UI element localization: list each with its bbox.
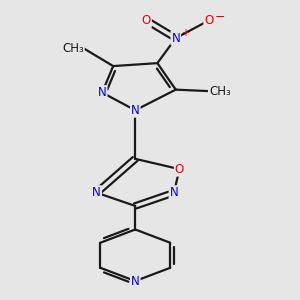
Text: N: N <box>131 104 140 117</box>
Text: N: N <box>92 186 101 199</box>
Text: CH₃: CH₃ <box>62 42 84 55</box>
Text: −: − <box>215 11 225 24</box>
Text: N: N <box>169 186 178 199</box>
Text: N: N <box>171 32 180 45</box>
Text: O: O <box>142 14 151 27</box>
Text: N: N <box>131 274 140 287</box>
Text: O: O <box>204 14 214 27</box>
Text: CH₃: CH₃ <box>209 85 231 98</box>
Text: N: N <box>98 86 106 99</box>
Text: O: O <box>175 163 184 176</box>
Text: +: + <box>181 28 189 38</box>
